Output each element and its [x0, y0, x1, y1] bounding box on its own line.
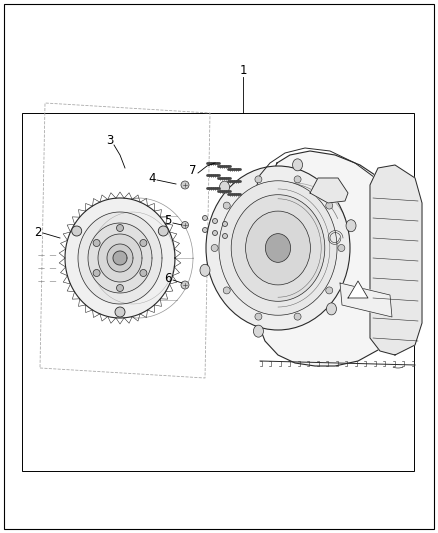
Circle shape — [181, 222, 188, 229]
Text: 7: 7 — [189, 165, 197, 177]
Circle shape — [140, 239, 147, 246]
Ellipse shape — [200, 264, 210, 276]
Ellipse shape — [293, 159, 303, 171]
Circle shape — [117, 285, 124, 292]
Polygon shape — [255, 151, 420, 366]
Ellipse shape — [158, 226, 168, 236]
Circle shape — [223, 202, 230, 209]
Text: 4: 4 — [148, 172, 156, 184]
Ellipse shape — [115, 307, 125, 317]
Text: 3: 3 — [106, 134, 114, 148]
Text: 6: 6 — [164, 271, 172, 285]
Polygon shape — [78, 212, 162, 304]
Circle shape — [326, 287, 333, 294]
Circle shape — [223, 233, 227, 238]
Ellipse shape — [246, 211, 311, 285]
Polygon shape — [113, 251, 127, 265]
Ellipse shape — [219, 181, 230, 193]
Polygon shape — [88, 223, 152, 293]
Text: —  —: — — — [38, 252, 57, 258]
Circle shape — [294, 176, 301, 183]
Circle shape — [140, 270, 147, 277]
Circle shape — [338, 245, 345, 252]
Ellipse shape — [219, 181, 337, 315]
Ellipse shape — [72, 226, 82, 236]
Polygon shape — [65, 198, 175, 318]
Circle shape — [93, 239, 100, 246]
Text: —  —: — — — [38, 265, 57, 271]
Ellipse shape — [265, 233, 290, 262]
Ellipse shape — [254, 325, 263, 337]
Text: 2: 2 — [34, 227, 42, 239]
Circle shape — [255, 313, 262, 320]
Circle shape — [211, 245, 218, 252]
Bar — [22, 113, 414, 471]
Polygon shape — [370, 165, 422, 355]
Ellipse shape — [231, 195, 325, 301]
Polygon shape — [310, 178, 348, 203]
Circle shape — [202, 228, 208, 232]
Circle shape — [326, 202, 333, 209]
Text: —  —: — — — [38, 278, 57, 284]
Circle shape — [181, 281, 189, 289]
Ellipse shape — [346, 220, 356, 232]
Polygon shape — [98, 234, 142, 282]
Ellipse shape — [206, 166, 350, 330]
Circle shape — [255, 176, 262, 183]
Text: 5: 5 — [164, 214, 172, 228]
Circle shape — [117, 224, 124, 231]
Ellipse shape — [326, 303, 336, 315]
Polygon shape — [348, 281, 368, 298]
Circle shape — [181, 181, 189, 189]
Polygon shape — [340, 283, 392, 317]
Circle shape — [202, 215, 208, 221]
Circle shape — [223, 222, 227, 227]
Circle shape — [223, 287, 230, 294]
Circle shape — [294, 313, 301, 320]
Circle shape — [93, 270, 100, 277]
Polygon shape — [107, 244, 133, 272]
Text: 1: 1 — [239, 64, 247, 77]
Circle shape — [212, 219, 218, 223]
Circle shape — [212, 230, 218, 236]
